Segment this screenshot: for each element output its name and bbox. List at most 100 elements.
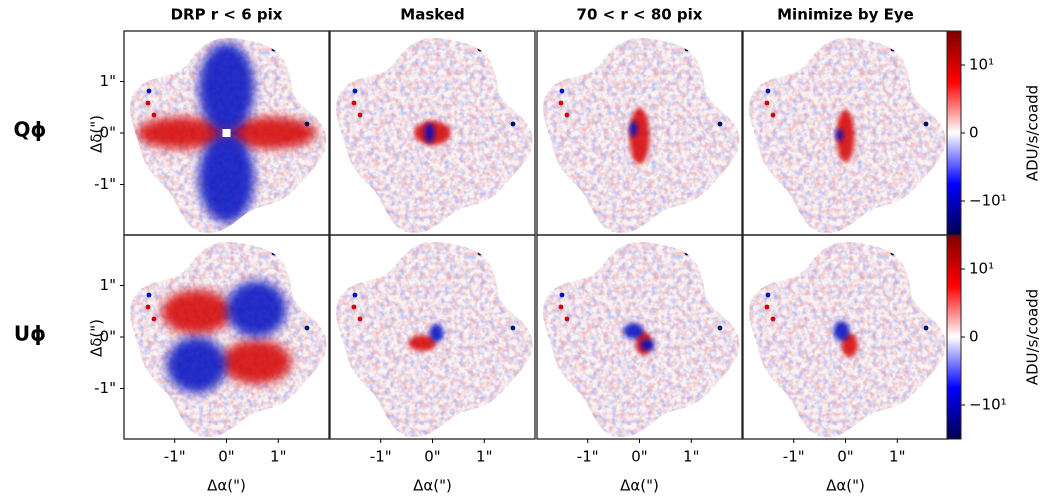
lobe: [835, 129, 844, 141]
y-tick-label: 0": [100, 124, 116, 142]
x-tick-label: -1": [370, 448, 392, 466]
dot: [765, 88, 771, 94]
dot: [357, 112, 363, 118]
dot: [145, 100, 151, 106]
dot: [684, 250, 690, 256]
colorbar-tick-label: 10¹: [969, 260, 994, 278]
dot: [923, 325, 929, 331]
dot: [717, 325, 723, 331]
x-axis-label: Δα("): [413, 477, 452, 495]
image-panel: [329, 30, 536, 236]
dot: [692, 45, 698, 51]
image-panel: [742, 30, 949, 236]
dot: [564, 316, 570, 322]
y-tick-label: 1": [100, 276, 116, 294]
dot: [905, 250, 911, 256]
dot: [304, 121, 310, 127]
y-axis-label: Δδ("): [88, 319, 106, 357]
dot: [351, 304, 357, 310]
dot: [492, 46, 498, 52]
dot: [352, 292, 358, 298]
colorbar-tick-label: 0: [969, 124, 979, 142]
image-panel: [742, 234, 949, 440]
x-tick-label: 0": [837, 448, 853, 466]
dot: [485, 249, 491, 255]
dot: [151, 112, 157, 118]
dot: [890, 250, 896, 256]
image: [542, 241, 740, 438]
image-panel: [123, 234, 330, 440]
lobe: [226, 281, 287, 337]
lobe: [221, 340, 292, 384]
lobe: [198, 43, 255, 133]
y-axis-label: Δδ("): [88, 115, 106, 153]
image: [335, 37, 533, 234]
dot: [699, 46, 705, 52]
x-tick-label: 0": [424, 448, 440, 466]
colorbar-tick-label: 10¹: [969, 56, 994, 74]
image-panel: [536, 30, 743, 236]
colorbar: [946, 234, 962, 440]
colorbar-tick-label: −10¹: [969, 192, 1007, 210]
dot: [271, 46, 277, 52]
y-tick-label: -1": [94, 379, 116, 397]
dot: [898, 45, 904, 51]
image: [748, 241, 946, 438]
column-title: DRP r < 6 pix: [171, 6, 283, 24]
dot: [717, 121, 723, 127]
x-axis-label: Δα("): [207, 477, 246, 495]
x-tick-label: 0": [218, 448, 234, 466]
image: [335, 241, 533, 438]
dot: [699, 250, 705, 256]
column-title: Masked: [400, 6, 464, 24]
dot: [286, 46, 292, 52]
dot: [477, 46, 483, 52]
lobe: [226, 117, 317, 149]
lobe: [161, 290, 232, 334]
lobe: [640, 339, 655, 351]
dot: [692, 249, 698, 255]
x-axis-label: Δα("): [826, 477, 865, 495]
dot: [898, 249, 904, 255]
dot: [558, 304, 564, 310]
dot: [352, 88, 358, 94]
image: [748, 37, 946, 234]
dot: [279, 249, 285, 255]
x-tick-label: -1": [783, 448, 805, 466]
lobe: [429, 324, 444, 342]
dot: [923, 121, 929, 127]
lobe: [198, 133, 255, 223]
dot: [684, 46, 690, 52]
x-tick-label: 1": [476, 448, 492, 466]
column-title: 70 < r < 80 pix: [577, 6, 703, 24]
dot: [559, 88, 565, 94]
dot: [510, 325, 516, 331]
noise: [129, 241, 327, 438]
x-tick-label: 1": [270, 448, 286, 466]
colorbar: [946, 30, 962, 236]
x-tick-label: 1": [889, 448, 905, 466]
dot: [558, 100, 564, 106]
dot: [492, 250, 498, 256]
dot: [764, 100, 770, 106]
image-panel: [536, 234, 743, 440]
dot: [770, 112, 776, 118]
x-tick-label: 0": [631, 448, 647, 466]
row-label: Qϕ: [14, 118, 47, 142]
lobe: [166, 337, 227, 393]
dot: [559, 292, 565, 298]
y-tick-label: 1": [100, 72, 116, 90]
lobe: [629, 121, 638, 137]
dot: [765, 292, 771, 298]
dot: [279, 45, 285, 51]
x-tick-label: -1": [164, 448, 186, 466]
colorbar-tick-label: −10¹: [969, 396, 1007, 414]
dot: [890, 46, 896, 52]
lobe: [833, 321, 850, 341]
y-tick-label: -1": [94, 175, 116, 193]
dot: [146, 292, 152, 298]
lobe: [424, 123, 435, 143]
dot: [564, 112, 570, 118]
dot: [304, 325, 310, 331]
